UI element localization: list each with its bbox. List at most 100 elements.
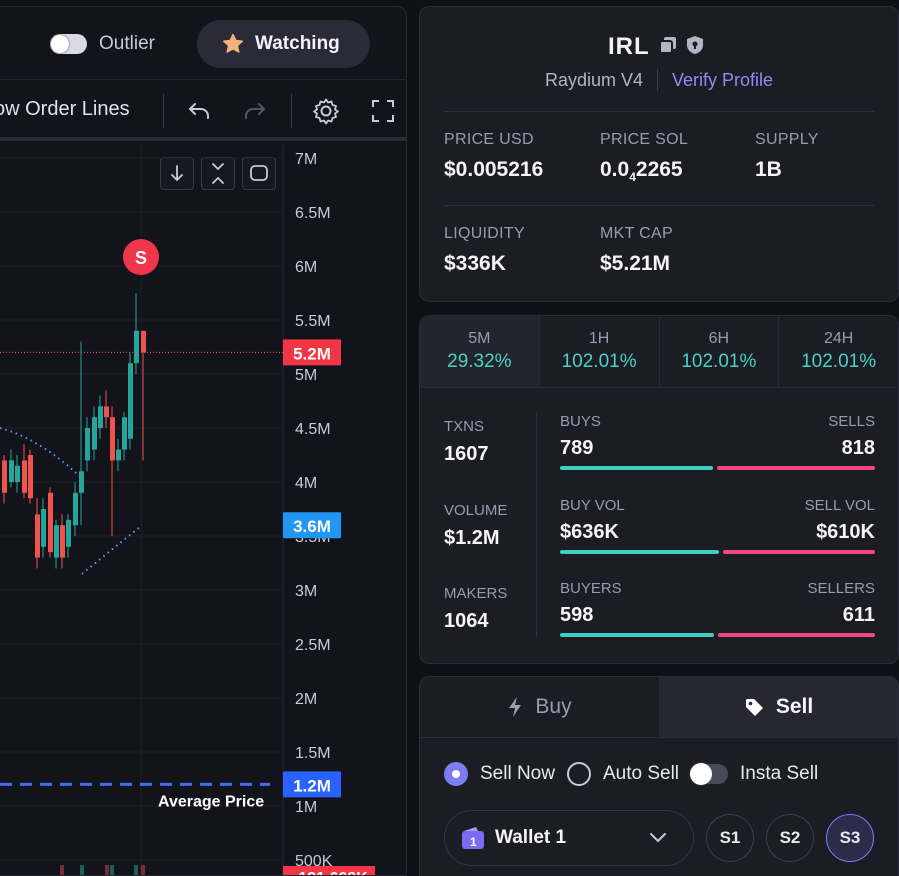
divider: [444, 205, 874, 206]
timeframe-label: 6H: [708, 330, 730, 347]
tab-24h[interactable]: 24H 102.01%: [779, 316, 898, 387]
volume-split-block: BUY VOL SELL VOL $636K $610K: [560, 497, 875, 554]
tab-5m[interactable]: 5M 29.32%: [420, 316, 540, 387]
buys-sells-bar: [560, 466, 875, 470]
price-chart[interactable]: 7M6.5M6M5.5M5M4.5M4M3.5M3M2.5M2M1.5M1M50…: [0, 145, 406, 875]
candle-body: [15, 465, 20, 482]
tab-6h[interactable]: 6H 102.01%: [660, 316, 780, 387]
volume-bar: [60, 865, 64, 875]
collapse-button[interactable]: [201, 157, 235, 190]
chart-topbar: Outlier Watching: [0, 7, 406, 79]
sell-bar-fill: [717, 633, 875, 637]
candle-body: [85, 428, 90, 461]
toolbar-divider: [291, 94, 292, 128]
candle-body: [28, 455, 33, 499]
outlier-switch[interactable]: [50, 34, 87, 54]
preset-s1-button[interactable]: S1: [706, 814, 754, 862]
buys-value: 789: [560, 437, 594, 459]
liquidity-value: $336K: [444, 252, 506, 275]
fullscreen-icon[interactable]: [370, 98, 396, 124]
lightning-icon: [509, 697, 522, 717]
undo-icon[interactable]: [186, 98, 212, 124]
preset-s2-button[interactable]: S2: [766, 814, 814, 862]
tab-buy[interactable]: Buy: [420, 677, 659, 737]
volume-bar: [80, 865, 84, 875]
candlestick-chart: 7M6.5M6M5.5M5M4.5M4M3.5M3M2.5M2M1.5M1M50…: [0, 145, 375, 875]
mktcap-value: $5.21M: [600, 252, 671, 275]
makers-value: 1064: [444, 610, 489, 632]
y-tick-label: 6M: [295, 259, 317, 276]
preset-s3-button[interactable]: S3: [826, 814, 874, 862]
order-lines-toggle[interactable]: ow Order Lines: [0, 98, 130, 120]
outlier-toggle[interactable]: Outlier: [50, 31, 155, 57]
redo-icon[interactable]: [242, 98, 268, 124]
sell-now-label[interactable]: Sell Now: [480, 763, 555, 784]
svg-text:1: 1: [470, 835, 477, 849]
y-tick-label: 1M: [295, 799, 317, 816]
copy-icon[interactable]: [658, 35, 678, 55]
token-info-card: IRL Raydium V4 Verify Profile PRICE USD …: [419, 6, 899, 302]
sell-now-radio[interactable]: [444, 762, 468, 786]
buy-vol-label: BUY VOL: [560, 497, 625, 514]
current-price-tag: [283, 339, 341, 366]
price-usd-label: PRICE USD: [444, 131, 534, 148]
sellers-label: SELLERS: [807, 580, 875, 597]
auto-sell-radio[interactable]: [566, 762, 591, 786]
sell-mode-options: Sell Now Auto Sell Insta Sell: [444, 762, 818, 786]
candle-body: [92, 417, 97, 450]
volume-split-bar: [560, 550, 875, 554]
tag-icon: [745, 699, 763, 716]
buys-sells-block: BUYS SELLS 789 818: [560, 413, 875, 470]
buy-vol-value: $636K: [560, 521, 619, 543]
y-tick-label: 6.5M: [295, 205, 331, 222]
y-tick-label: 1.5M: [295, 745, 331, 762]
watching-button[interactable]: Watching: [197, 20, 370, 68]
screenshot-button[interactable]: [242, 157, 276, 190]
candle-body: [110, 417, 115, 461]
shield-icon[interactable]: [686, 35, 704, 55]
auto-sell-label[interactable]: Auto Sell: [602, 763, 680, 784]
sell-marker-label: S: [135, 248, 147, 268]
divider: [444, 111, 874, 112]
volume-tag: [283, 866, 375, 875]
timeframe-label: 1H: [588, 330, 610, 347]
txns-metric: TXNS 1607: [444, 418, 489, 466]
star-icon: [222, 33, 244, 53]
dex-name: Raydium V4: [544, 69, 643, 90]
tab-1h[interactable]: 1H 102.01%: [540, 316, 660, 387]
insta-sell-switch[interactable]: [690, 763, 729, 785]
ma-price-tag: [283, 512, 341, 539]
current-price-tag-text: 5.2M: [293, 344, 331, 363]
buy-bar-fill: [560, 466, 713, 470]
volume-label: VOLUME: [444, 502, 508, 519]
liquidity-label: LIQUIDITY: [444, 225, 525, 242]
y-tick-label: 4.5M: [295, 421, 331, 438]
metrics-divider: [536, 413, 537, 637]
sell-marker: [123, 239, 159, 275]
price-usd-value: $0.005216: [444, 158, 544, 181]
trade-form: Sell Now Auto Sell Insta Sell 1 Wallet 1…: [420, 737, 898, 876]
candle-body: [98, 406, 103, 428]
outlier-label: Outlier: [99, 33, 155, 54]
transactions-card: 5M 29.32% 1H 102.01% 6H 102.01% 24H 102.…: [419, 315, 899, 664]
candle-body: [104, 406, 109, 418]
candle-body: [48, 492, 53, 553]
timeframe-change: 29.32%: [447, 351, 512, 372]
supply-value: 1B: [755, 158, 782, 181]
token-actions: [658, 35, 704, 55]
volume-bar: [141, 865, 145, 875]
token-name: IRL: [608, 33, 650, 60]
volume-bar: [105, 865, 109, 875]
tab-sell[interactable]: Sell: [659, 677, 898, 737]
verify-profile-link[interactable]: Verify Profile: [672, 69, 774, 90]
mktcap-stat: MKT CAP $5.21M: [600, 225, 673, 276]
collapse-icon: [212, 163, 224, 184]
wallet-select[interactable]: 1 Wallet 1: [444, 810, 694, 866]
sell-bar-fill: [722, 550, 875, 554]
gear-icon[interactable]: [312, 97, 340, 125]
y-tick-label: 3M: [295, 583, 317, 600]
buyers-label: BUYERS: [560, 580, 622, 597]
insta-sell-label[interactable]: Insta Sell: [740, 763, 819, 784]
toolbar-divider: [163, 94, 164, 128]
candle-body: [35, 514, 40, 558]
